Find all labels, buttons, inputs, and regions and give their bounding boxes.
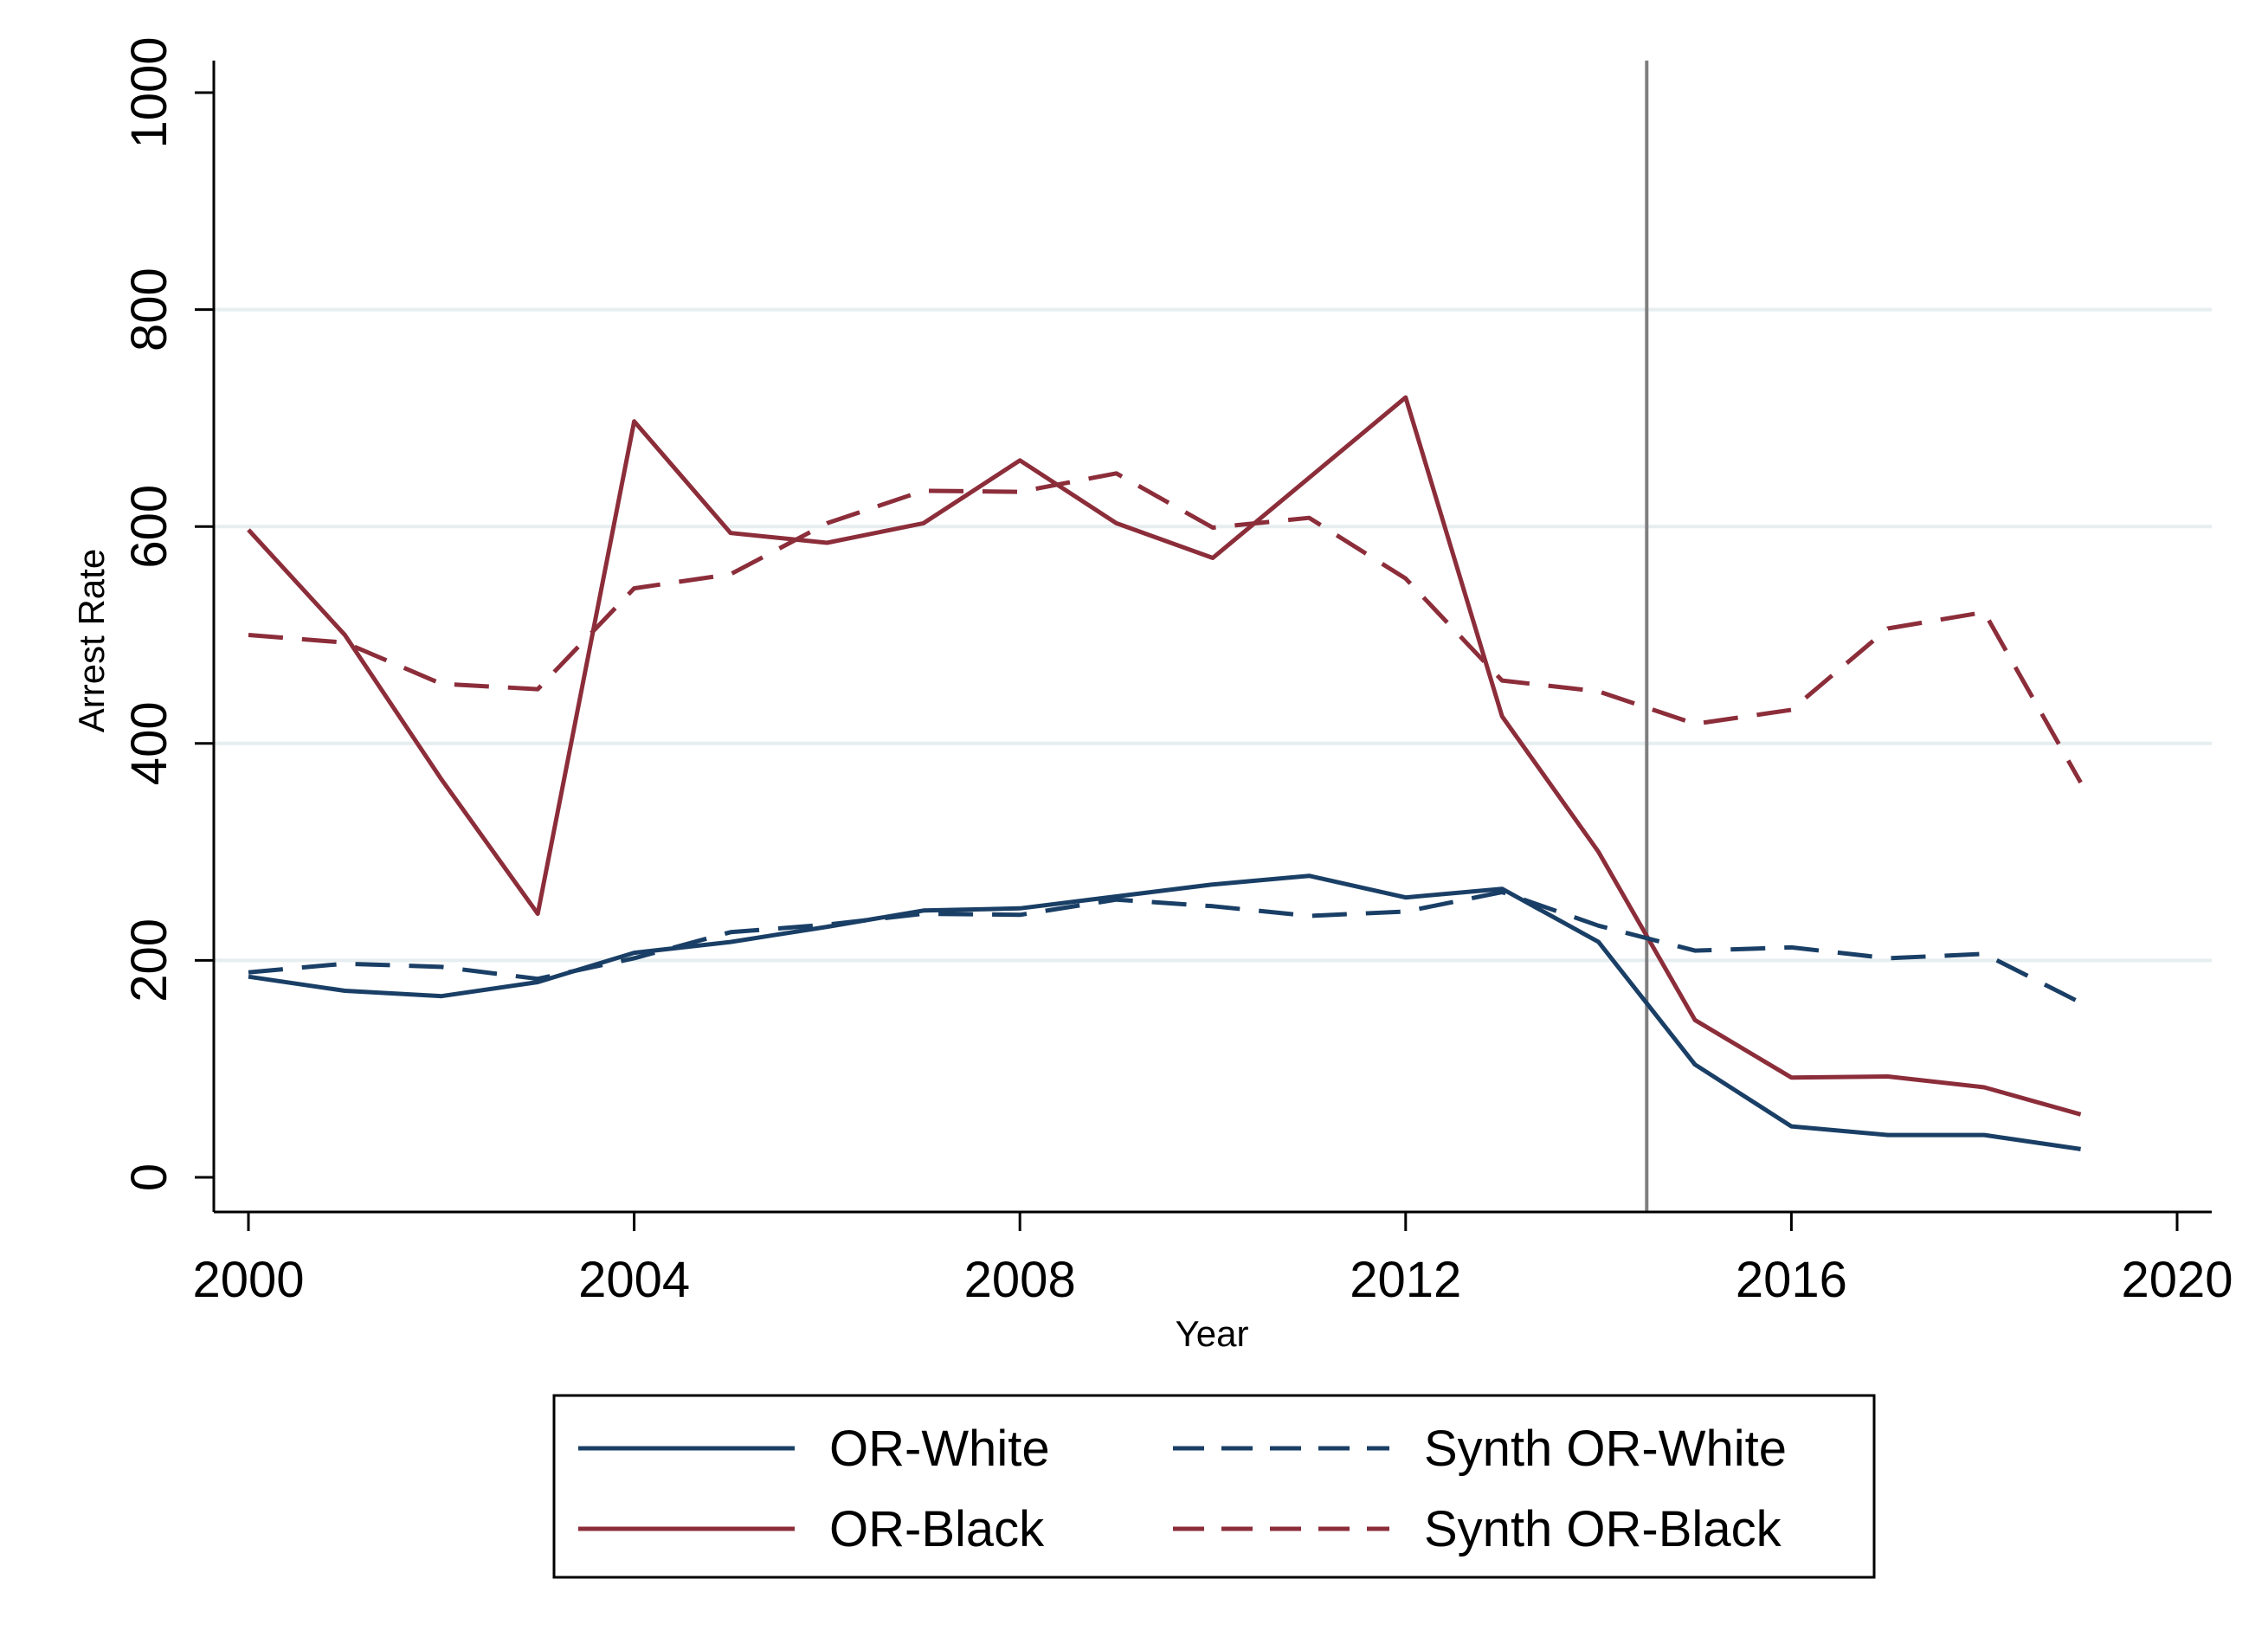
series-line-or-black bbox=[247, 395, 2082, 1117]
y-tick-label-200: 200 bbox=[121, 918, 177, 1002]
y-tick-label-1000: 1000 bbox=[121, 36, 177, 148]
series-lines bbox=[247, 395, 2083, 1151]
legend-label-or-black: OR-Black bbox=[829, 1501, 1045, 1557]
x-tick-label-2008: 2008 bbox=[964, 1252, 1076, 1308]
x-axis-ticks: 2000 2004 2008 2012 2016 2020 bbox=[192, 1212, 2233, 1308]
y-tick-label-400: 400 bbox=[121, 701, 177, 785]
legend-label-or-white: OR-White bbox=[829, 1421, 1050, 1477]
y-tick-label-0: 0 bbox=[121, 1163, 177, 1191]
y-axis-title: Arrest Rate bbox=[71, 549, 112, 732]
x-tick-label-2012: 2012 bbox=[1350, 1252, 1461, 1308]
y-tick-label-800: 800 bbox=[121, 267, 177, 351]
series-line-synth-or-white bbox=[248, 890, 2082, 1005]
x-tick-label-2020: 2020 bbox=[2121, 1252, 2233, 1308]
x-tick-label-2004: 2004 bbox=[578, 1252, 690, 1308]
axes bbox=[212, 61, 2212, 1214]
x-axis-title: Year bbox=[1176, 1313, 1249, 1354]
legend-label-synth-or-black: Synth OR-Black bbox=[1424, 1501, 1782, 1557]
series-line-or-white bbox=[248, 873, 2081, 1151]
y-tick-label-600: 600 bbox=[121, 485, 177, 569]
series-line-synth-or-black bbox=[248, 471, 2083, 784]
legend: OR-White OR-Black Synth OR-White Synth OR-B… bbox=[552, 1394, 1876, 1579]
legend-label-synth-or-white: Synth OR-White bbox=[1424, 1421, 1787, 1477]
x-tick-label-2016: 2016 bbox=[1736, 1252, 1847, 1308]
legend-box bbox=[552, 1394, 1876, 1579]
y-axis-ticks: 0 200 400 600 800 1000 bbox=[121, 36, 214, 1191]
x-tick-label-2000: 2000 bbox=[192, 1252, 304, 1308]
